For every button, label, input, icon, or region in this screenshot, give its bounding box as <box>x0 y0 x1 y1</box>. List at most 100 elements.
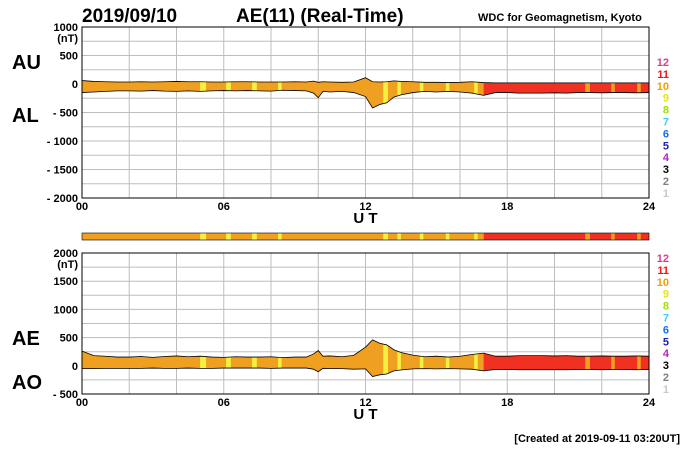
x-tick-label: 24 <box>643 397 656 409</box>
y-tick-label: 500 <box>60 333 78 345</box>
y-tick-label: 2000 <box>54 248 78 260</box>
x-tick-label: 18 <box>501 201 513 213</box>
y-tick-label: - 500 <box>53 108 78 120</box>
source-label: WDC for Geomagnetism, Kyoto <box>478 12 642 24</box>
x-tick-label: 24 <box>643 201 656 213</box>
activity-strip-yellow <box>419 339 424 377</box>
activity-strip-yellow <box>383 339 388 377</box>
x-tick-label: 18 <box>501 397 513 409</box>
activity-level-5: 5 <box>663 336 669 348</box>
y-tick-label: - 500 <box>53 389 78 401</box>
activity-level-9: 9 <box>663 93 669 105</box>
activity-bar-segment-yellow <box>474 233 478 240</box>
activity-level-5: 5 <box>663 140 669 152</box>
activity-bar-segment-orange <box>82 233 484 240</box>
side-label-ao: AO <box>12 372 42 394</box>
activity-strip-orange <box>611 339 615 377</box>
activity-color-bar <box>81 232 650 241</box>
y-tick-label: - 1500 <box>47 165 78 177</box>
activity-level-7: 7 <box>663 117 669 129</box>
activity-strip-yellow <box>383 77 388 108</box>
activity-bar-segment-yellow <box>383 233 388 240</box>
x-axis-label: U T <box>353 210 377 227</box>
activity-level-10: 10 <box>657 277 669 289</box>
activity-bar-segment-yellow <box>419 233 424 240</box>
activity-level-12: 12 <box>657 57 669 69</box>
activity-strip-yellow <box>397 77 401 108</box>
ae-ao-panel: 2000 1500 1000 500 0 - 500 (nT) 00 06 12 18 24 U T AE… <box>12 248 656 423</box>
activity-strip-orange <box>585 339 590 377</box>
activity-level-2: 2 <box>663 372 669 384</box>
activity-bar-segment-orange <box>611 233 615 240</box>
activity-level-11: 11 <box>657 69 669 81</box>
activity-strip-yellow <box>278 339 282 377</box>
unit-label: (nT) <box>57 33 78 45</box>
x-axis-label: U T <box>353 406 377 423</box>
x-tick-label: 00 <box>76 397 88 409</box>
activity-level-1: 1 <box>663 384 669 396</box>
y-tick-label: 0 <box>72 361 78 373</box>
activity-level-9: 9 <box>663 289 669 301</box>
activity-level-1: 1 <box>663 188 669 200</box>
side-label-al: AL <box>12 105 39 127</box>
created-timestamp: [Created at 2019-09-11 03:20UT] <box>514 433 680 445</box>
activity-level-11: 11 <box>657 265 669 277</box>
activity-level-3: 3 <box>663 360 669 372</box>
plot-frame <box>81 26 650 199</box>
series-line-upper <box>81 77 649 84</box>
activity-level-4: 4 <box>663 152 670 164</box>
series-line-ao <box>82 367 650 377</box>
activity-strip-yellow <box>252 339 257 377</box>
series-line-lower <box>81 89 650 109</box>
activity-level-2: 2 <box>663 176 669 188</box>
y-tick-label: 0 <box>72 79 78 91</box>
y-tick-label: - 2000 <box>47 193 78 205</box>
activity-level-4: 4 <box>663 348 670 360</box>
activity-bar-segment-orange <box>585 233 590 240</box>
activity-level-8: 8 <box>663 301 669 313</box>
activity-bar-segment-yellow <box>252 233 257 240</box>
date-title: 2019/09/10 <box>82 6 177 27</box>
au-al-panel: 1000 500 0 - 500 - 1000 - 1500 - 2000 (nT) 00 06 1… <box>12 22 656 227</box>
y-tick-label: 1500 <box>54 276 78 288</box>
activity-strip-orange <box>637 339 641 377</box>
x-tick-label: 06 <box>218 397 230 409</box>
y-tick-label: - 1000 <box>47 136 78 148</box>
plot-frame <box>81 252 650 395</box>
activity-bar-frame <box>81 232 650 241</box>
x-tick-label: 00 <box>76 201 88 213</box>
activity-level-6: 6 <box>663 128 669 140</box>
activity-strip-yellow <box>226 339 231 377</box>
y-tick-label: 1000 <box>54 304 78 316</box>
x-tick-label: 12 <box>359 201 371 213</box>
x-tick-label: 12 <box>359 397 371 409</box>
activity-strip-yellow <box>445 339 450 377</box>
activity-level-12: 12 <box>657 253 669 265</box>
activity-bar-segment-yellow <box>445 233 450 240</box>
y-tick-label: 1000 <box>54 22 78 34</box>
activity-bar-segment-red <box>483 233 649 240</box>
activity-bar-segment-yellow <box>278 233 282 240</box>
activity-bar-segment-yellow <box>397 233 401 240</box>
y-tick-label: 500 <box>60 51 78 63</box>
chart-title: AE(11) (Real-Time) <box>236 6 404 27</box>
x-tick-label: 06 <box>218 201 230 213</box>
activity-level-7: 7 <box>663 313 669 325</box>
activity-level-10: 10 <box>657 81 669 93</box>
activity-level-3: 3 <box>663 164 669 176</box>
activity-strip-yellow <box>397 339 401 377</box>
activity-level-6: 6 <box>663 324 669 336</box>
activity-bar-segment-yellow <box>200 233 207 240</box>
activity-strip-yellow <box>474 339 478 377</box>
unit-label: (nT) <box>57 259 78 271</box>
series-line-ae <box>81 339 650 359</box>
activity-bar-segment-orange <box>637 233 641 240</box>
activity-bar-segment-yellow <box>226 233 231 240</box>
activity-strip-yellow <box>474 77 478 108</box>
side-label-au: AU <box>12 52 41 74</box>
activity-level-8: 8 <box>663 105 669 117</box>
side-label-ae: AE <box>12 328 40 350</box>
